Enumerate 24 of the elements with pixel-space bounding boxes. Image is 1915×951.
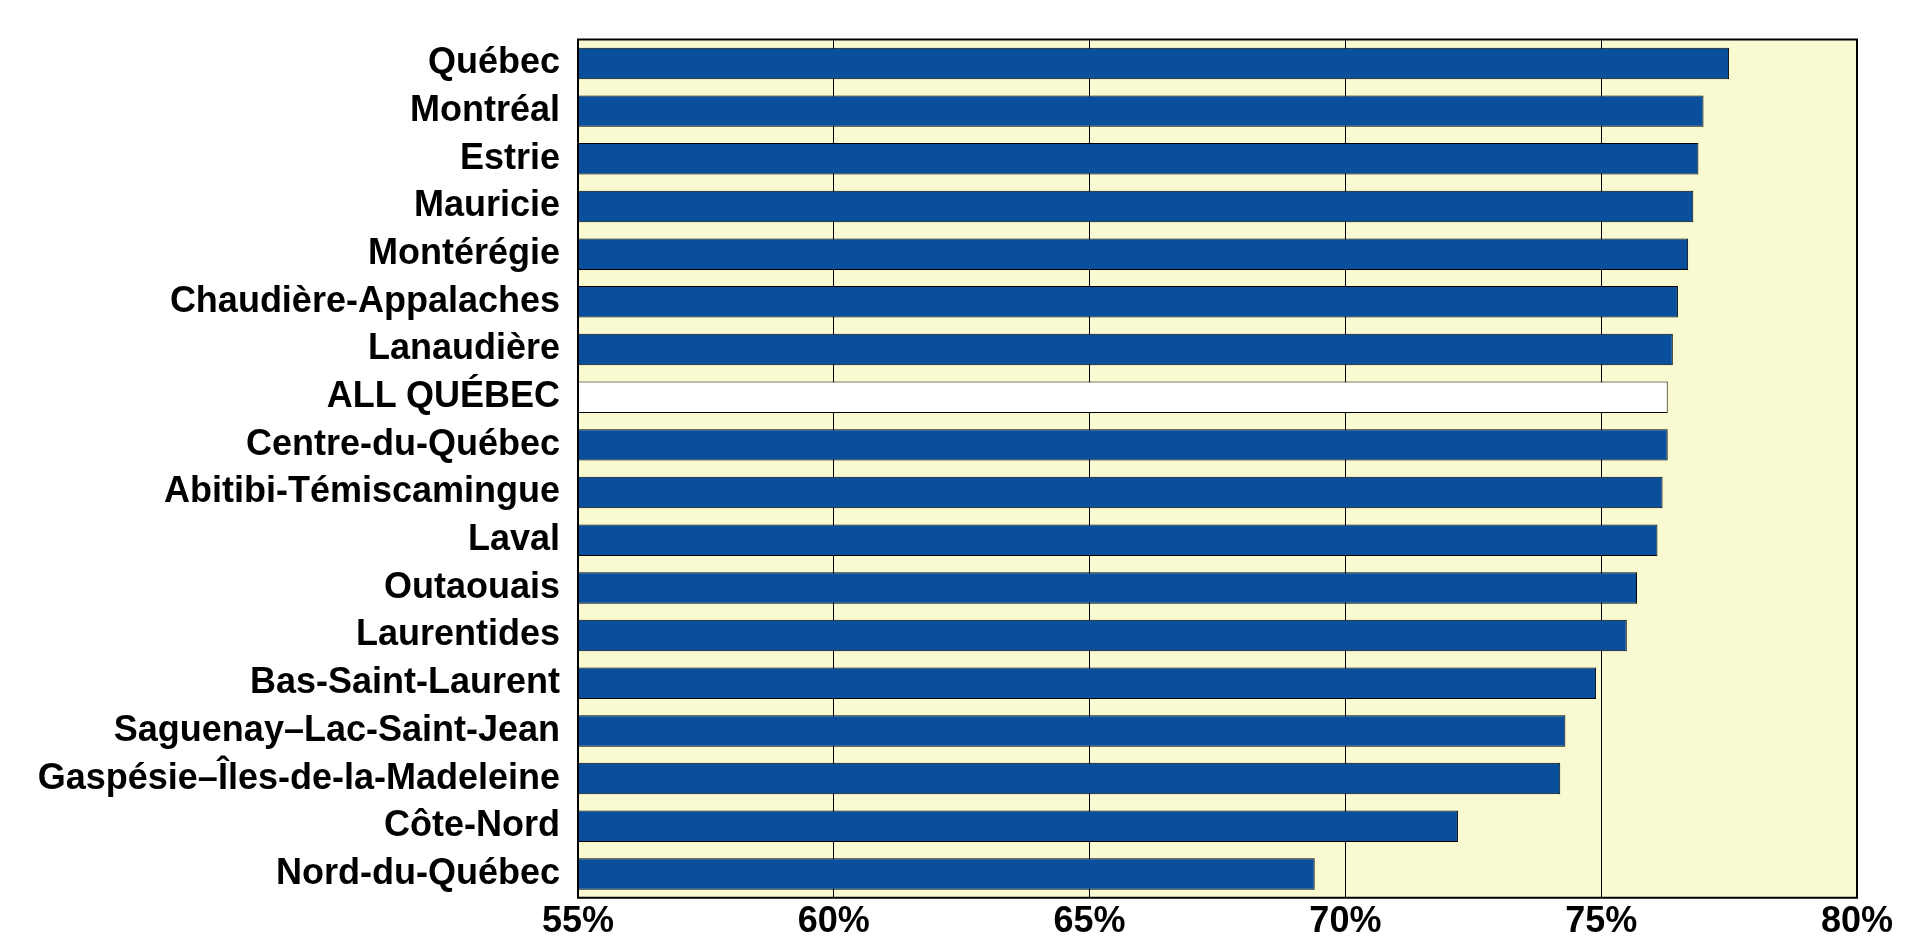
y-tick-label: Québec <box>427 40 560 82</box>
y-tick-label: Chaudière-Appalaches <box>169 278 560 320</box>
y-tick-label: Montréal <box>409 88 560 130</box>
y-tick-label: Laurentides <box>355 612 560 654</box>
y-tick-label: ALL QUÉBEC <box>326 374 560 416</box>
y-tick-label: Centre-du-Québec <box>245 421 560 463</box>
y-tick-label: Côte-Nord <box>384 803 560 845</box>
x-tick-label: 80% <box>1820 899 1894 941</box>
y-tick-label: Outaouais <box>383 564 560 606</box>
x-tick-label: 75% <box>1565 899 1638 941</box>
y-tick-label: Montérégie <box>367 231 560 273</box>
x-tick-label: 60% <box>797 899 870 941</box>
y-tick-label: Gaspésie–Îles-de-la-Madeleine <box>37 754 560 797</box>
x-tick-label: 70% <box>1309 899 1382 941</box>
y-tick-label: Abitibi-Témiscamingue <box>163 469 560 511</box>
y-tick-label: Laval <box>467 517 560 559</box>
x-tick-label: 65% <box>1053 899 1126 941</box>
x-tick-label: 55% <box>541 899 615 941</box>
y-tick-label: Mauricie <box>413 183 560 225</box>
y-tick-label: Lanaudière <box>367 326 560 368</box>
y-tick-label: Estrie <box>459 135 560 177</box>
y-tick-label: Saguenay–Lac-Saint-Jean <box>113 707 560 749</box>
y-tick-label: Nord-du-Québec <box>276 850 560 892</box>
y-tick-label: Bas-Saint-Laurent <box>249 660 561 702</box>
